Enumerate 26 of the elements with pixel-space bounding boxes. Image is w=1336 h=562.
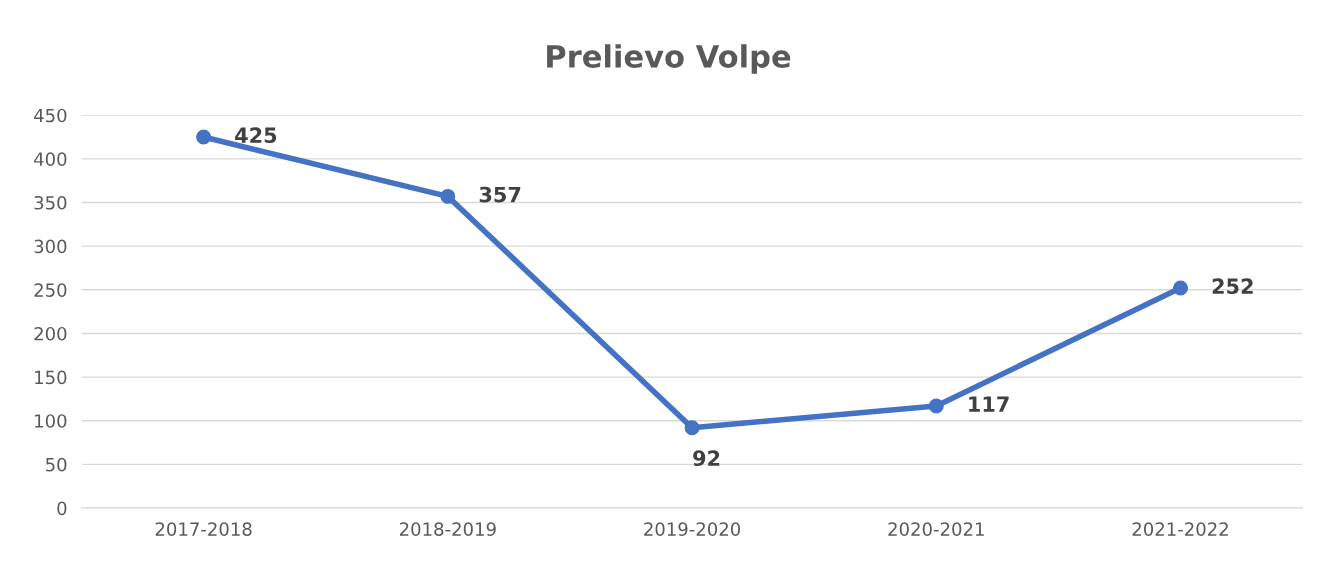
data-label: 357 bbox=[479, 186, 521, 203]
y-tick-label: 250 bbox=[34, 283, 67, 297]
x-tick-label: 2021-2022 bbox=[1132, 522, 1228, 536]
point bbox=[440, 188, 456, 204]
y-tick-label: 200 bbox=[34, 326, 67, 341]
y-tick-label: 100 bbox=[35, 414, 67, 428]
x-tick-label: 2018-2019 bbox=[399, 522, 496, 536]
y-tick-label: 350 bbox=[34, 195, 67, 210]
y-tick-label: 0 bbox=[57, 501, 67, 516]
x-tick-label: 2020-2021 bbox=[888, 522, 984, 536]
point bbox=[1173, 280, 1188, 296]
data-label: 425 bbox=[235, 127, 277, 144]
data-label: 117 bbox=[969, 396, 1009, 412]
y-tick-label: 150 bbox=[35, 370, 67, 385]
chart-title: Prelievo Volpe bbox=[547, 44, 791, 74]
y-tick-label: 300 bbox=[34, 239, 67, 254]
point bbox=[928, 398, 944, 414]
data-label: 92 bbox=[693, 450, 720, 467]
x-tick-label: 2019-2020 bbox=[644, 522, 741, 536]
y-tick-label: 50 bbox=[46, 457, 67, 472]
y-tick-label: 450 bbox=[34, 108, 67, 123]
point bbox=[684, 420, 700, 436]
x-tick-label: 2017-2018 bbox=[155, 522, 252, 536]
data-label: 252 bbox=[1212, 278, 1253, 295]
point bbox=[196, 129, 212, 145]
y-tick-label: 400 bbox=[34, 152, 67, 166]
